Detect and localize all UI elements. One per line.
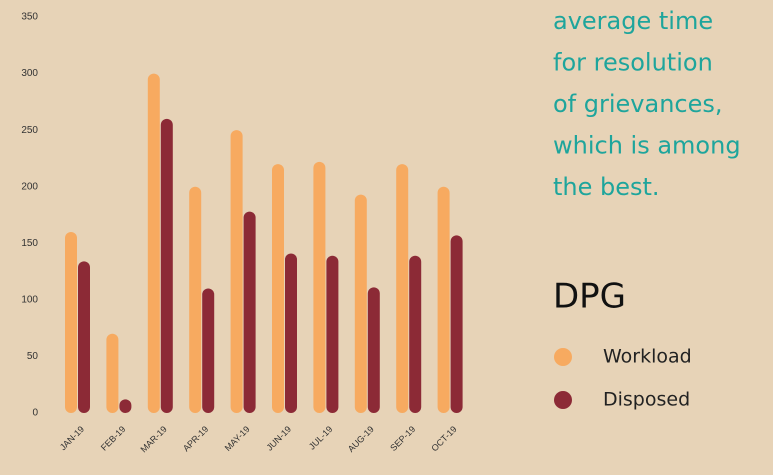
y-tick-label: 50 <box>27 351 39 362</box>
bar <box>313 161 326 413</box>
bar <box>147 73 160 414</box>
bar <box>189 186 202 413</box>
bar <box>396 164 409 413</box>
annotation-line: the best. <box>553 173 660 201</box>
legend-swatch <box>554 348 572 366</box>
annotation-line: which is among <box>553 132 741 160</box>
bar <box>354 194 367 413</box>
bar <box>78 261 90 413</box>
legend-title: DPG <box>553 277 626 317</box>
y-tick-label: 200 <box>21 181 38 192</box>
annotation-line: for resolution <box>553 49 713 77</box>
legend-label: Workload <box>603 346 692 368</box>
bar <box>272 164 284 413</box>
bar <box>230 130 243 413</box>
y-tick-label: 100 <box>21 294 38 305</box>
bar <box>367 287 380 413</box>
bar <box>409 255 422 413</box>
legend-swatch <box>554 391 572 409</box>
y-tick-label: 150 <box>21 238 38 249</box>
y-tick-label: 300 <box>21 68 38 79</box>
annotation-line: of grievances, <box>553 90 723 118</box>
bar <box>285 253 297 413</box>
bar <box>243 211 256 413</box>
legend-label: Disposed <box>603 389 690 411</box>
bar <box>326 255 339 413</box>
bar <box>437 186 450 413</box>
y-tick-label: 0 <box>32 408 38 419</box>
bar <box>106 333 119 413</box>
y-tick-label: 250 <box>21 125 38 136</box>
bar <box>119 399 132 413</box>
y-tick-label: 350 <box>21 12 38 23</box>
bar <box>202 288 215 413</box>
bar <box>65 231 77 413</box>
bar <box>160 118 173 413</box>
bar <box>450 235 463 413</box>
annotation-line: average time <box>553 7 713 35</box>
